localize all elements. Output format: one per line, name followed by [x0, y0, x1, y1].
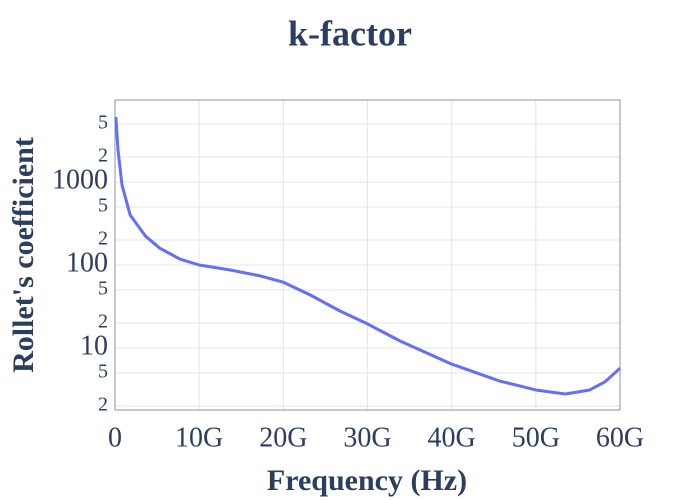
- x-tick-label: 60G: [596, 422, 644, 453]
- y-tick-label: 5: [98, 195, 108, 217]
- chart-title: k-factor: [288, 13, 412, 53]
- y-tick-label: 100: [66, 247, 108, 278]
- x-axis-label: Frequency (Hz): [267, 464, 467, 497]
- y-tick-label: 2: [98, 145, 108, 167]
- x-tick-label: 20G: [259, 422, 307, 453]
- x-tick-label: 30G: [343, 422, 391, 453]
- y-tick-label: 10: [80, 330, 108, 361]
- y-tick-label: 5: [98, 278, 108, 300]
- plot-frame: [114, 99, 621, 411]
- data-line: [114, 116, 622, 396]
- x-tick-label: 50G: [512, 422, 560, 453]
- y-tick-label: 1000: [52, 164, 108, 195]
- y-tick-label: 2: [98, 228, 108, 250]
- y-tick-label: 2: [98, 311, 108, 333]
- y-tick-label: 5: [98, 361, 108, 383]
- y-axis-label: Rollet's coefficient: [7, 137, 40, 373]
- x-tick-label: 0: [108, 422, 122, 453]
- y-tick-label: 2: [98, 394, 108, 416]
- x-tick-label: 10G: [175, 422, 223, 453]
- y-tick-label: 5: [98, 112, 108, 134]
- x-tick-label: 40G: [428, 422, 476, 453]
